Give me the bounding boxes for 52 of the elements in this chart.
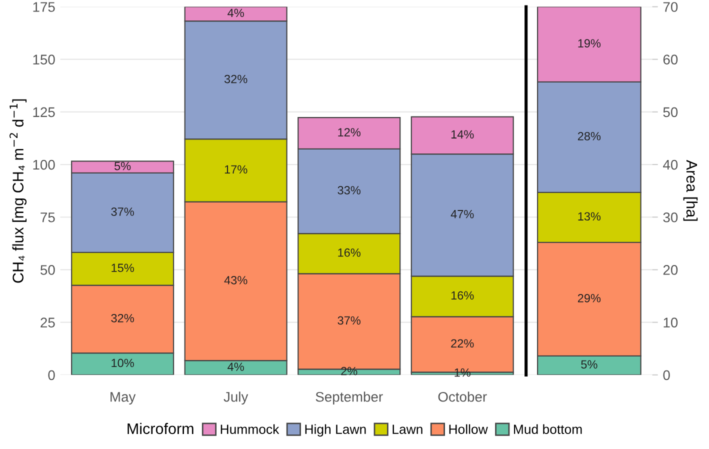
y-tick-label: 100 [33, 160, 55, 170]
y-tick-label: 0 [48, 370, 55, 380]
legend-label: Lawn [392, 424, 422, 434]
annotation: 12% [338, 128, 360, 136]
y-tick-label: 30 [663, 212, 678, 222]
y-tick-label: 75 [40, 212, 55, 222]
y-tick-label: 25 [40, 318, 55, 328]
annotation: 47% [450, 210, 474, 218]
y-tick-label: 40 [663, 160, 678, 170]
annotation: 1% [454, 368, 470, 377]
y-tick-label: 175 [33, 2, 55, 12]
annotation: 22% [451, 339, 474, 348]
annotation: 16% [338, 248, 360, 257]
x-tick-label: October [438, 392, 487, 402]
annotation: 5% [114, 162, 131, 170]
annotation: 15% [112, 264, 134, 272]
annotation: 16% [451, 291, 474, 300]
annotation: 5% [581, 360, 598, 369]
annotation: 43% [224, 276, 248, 284]
annotation: 37% [111, 208, 134, 216]
y-tick-label: 50 [40, 265, 55, 275]
annotation: 29% [578, 294, 601, 302]
y-tick-label: 125 [33, 107, 55, 118]
y-tick-label: 50 [663, 107, 678, 118]
legend-label: Hollow [449, 424, 488, 434]
y-tick-label: 60 [663, 54, 678, 64]
x-tick-label: September [316, 392, 383, 405]
x-tick-label: May [110, 392, 136, 405]
y-tick-label: 10 [664, 318, 678, 328]
annotation: 37% [338, 316, 360, 325]
legend-title: Microform [128, 422, 194, 434]
annotation: 10% [112, 358, 134, 368]
annotation: 17% [224, 165, 248, 174]
annotation: 13% [578, 212, 601, 221]
annotation: 19% [578, 39, 601, 48]
annotation: 4% [228, 362, 244, 371]
y-tick-label: 0 [663, 370, 670, 380]
x-tick-label: July [224, 392, 248, 405]
annotation: 14% [451, 130, 474, 139]
y-axis-title: CH₄ flux [mg CH₄ m$^{−2}$ d$^{−1}$] [10, 99, 27, 283]
legend-label: High Lawn [305, 424, 366, 437]
y-tick-label: 150 [33, 54, 55, 64]
y-axis-title: Area [ha] [683, 160, 698, 221]
annotation: 33% [338, 186, 360, 194]
annotation: 32% [111, 314, 134, 322]
y-tick-label: 70 [663, 2, 678, 12]
legend-label: Mud bottom [514, 424, 582, 434]
annotation: 4% [228, 8, 244, 18]
legend-label: Hummock [220, 424, 280, 434]
y-tick-label: 20 [663, 265, 678, 275]
annotation: 32% [224, 74, 248, 84]
annotation: 28% [578, 132, 601, 140]
